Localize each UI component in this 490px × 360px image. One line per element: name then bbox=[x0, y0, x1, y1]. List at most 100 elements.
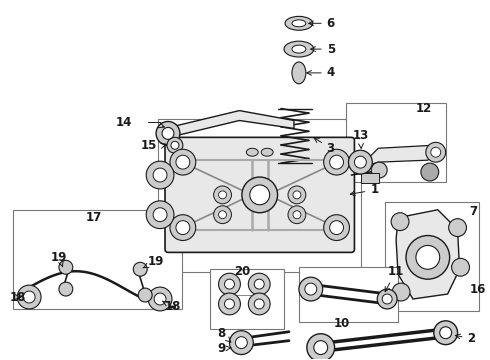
Circle shape bbox=[440, 327, 452, 339]
Circle shape bbox=[248, 293, 270, 315]
Circle shape bbox=[371, 162, 387, 178]
Circle shape bbox=[421, 163, 439, 181]
Ellipse shape bbox=[292, 62, 306, 84]
Circle shape bbox=[434, 321, 458, 345]
Polygon shape bbox=[396, 210, 460, 299]
Circle shape bbox=[377, 289, 397, 309]
Circle shape bbox=[219, 293, 241, 315]
Circle shape bbox=[416, 246, 440, 269]
Circle shape bbox=[305, 283, 317, 295]
Circle shape bbox=[162, 127, 174, 139]
Circle shape bbox=[426, 142, 446, 162]
Circle shape bbox=[250, 185, 270, 205]
Bar bbox=[299, 267, 398, 322]
Circle shape bbox=[138, 288, 152, 302]
Ellipse shape bbox=[284, 41, 314, 57]
Circle shape bbox=[23, 291, 35, 303]
Text: 8: 8 bbox=[218, 327, 231, 342]
Circle shape bbox=[176, 221, 190, 235]
Circle shape bbox=[219, 273, 241, 295]
Text: 19: 19 bbox=[51, 251, 67, 267]
Circle shape bbox=[293, 191, 301, 199]
Circle shape bbox=[452, 258, 469, 276]
Text: 11: 11 bbox=[385, 265, 404, 292]
Text: 19: 19 bbox=[143, 255, 165, 268]
Text: 14: 14 bbox=[116, 116, 132, 129]
Text: 16: 16 bbox=[469, 283, 486, 296]
Bar bbox=[362, 173, 379, 183]
Circle shape bbox=[170, 215, 196, 240]
Text: 18: 18 bbox=[162, 301, 181, 314]
Circle shape bbox=[153, 168, 167, 182]
Circle shape bbox=[171, 141, 179, 149]
Text: 6: 6 bbox=[309, 17, 335, 30]
Text: 5: 5 bbox=[311, 42, 335, 55]
Bar bbox=[158, 118, 362, 272]
Text: 12: 12 bbox=[416, 102, 432, 115]
Text: 1: 1 bbox=[350, 183, 378, 197]
Text: 4: 4 bbox=[307, 66, 335, 80]
Circle shape bbox=[224, 299, 234, 309]
Ellipse shape bbox=[285, 16, 313, 30]
Polygon shape bbox=[165, 111, 294, 138]
Circle shape bbox=[59, 260, 73, 274]
Circle shape bbox=[254, 279, 264, 289]
Circle shape bbox=[154, 293, 166, 305]
Text: 15: 15 bbox=[140, 139, 157, 152]
Circle shape bbox=[406, 235, 450, 279]
Circle shape bbox=[229, 331, 253, 355]
Ellipse shape bbox=[261, 148, 273, 156]
Circle shape bbox=[17, 285, 41, 309]
Circle shape bbox=[254, 299, 264, 309]
Circle shape bbox=[324, 149, 349, 175]
Bar bbox=[13, 210, 182, 309]
FancyBboxPatch shape bbox=[165, 138, 354, 252]
Circle shape bbox=[330, 155, 343, 169]
Polygon shape bbox=[358, 145, 438, 168]
Circle shape bbox=[324, 215, 349, 240]
Circle shape bbox=[330, 221, 343, 235]
Circle shape bbox=[293, 211, 301, 219]
Circle shape bbox=[146, 201, 174, 229]
Circle shape bbox=[248, 273, 270, 295]
Circle shape bbox=[449, 219, 466, 237]
Circle shape bbox=[382, 294, 392, 304]
Circle shape bbox=[314, 341, 328, 355]
Circle shape bbox=[167, 138, 183, 153]
Circle shape bbox=[156, 121, 180, 145]
Circle shape bbox=[146, 161, 174, 189]
Circle shape bbox=[299, 277, 323, 301]
Text: 3: 3 bbox=[314, 138, 335, 155]
Bar bbox=[210, 269, 284, 329]
Ellipse shape bbox=[246, 148, 258, 156]
Text: 2: 2 bbox=[455, 332, 476, 345]
Ellipse shape bbox=[292, 20, 306, 27]
Text: 17: 17 bbox=[86, 211, 102, 224]
Text: 9: 9 bbox=[218, 342, 231, 355]
Circle shape bbox=[170, 149, 196, 175]
Circle shape bbox=[288, 186, 306, 204]
Circle shape bbox=[235, 337, 247, 348]
Circle shape bbox=[214, 206, 231, 224]
Circle shape bbox=[148, 287, 172, 311]
Circle shape bbox=[59, 282, 73, 296]
Circle shape bbox=[431, 147, 441, 157]
Circle shape bbox=[219, 191, 226, 199]
Circle shape bbox=[176, 155, 190, 169]
Ellipse shape bbox=[292, 45, 306, 53]
Text: 10: 10 bbox=[334, 317, 350, 330]
Circle shape bbox=[242, 177, 277, 213]
Circle shape bbox=[214, 186, 231, 204]
Text: 7: 7 bbox=[469, 205, 478, 218]
Circle shape bbox=[153, 208, 167, 222]
Text: 18: 18 bbox=[9, 291, 25, 303]
Circle shape bbox=[219, 211, 226, 219]
Circle shape bbox=[354, 156, 367, 168]
Circle shape bbox=[133, 262, 147, 276]
Circle shape bbox=[391, 213, 409, 230]
Text: 13: 13 bbox=[352, 129, 368, 148]
Circle shape bbox=[288, 206, 306, 224]
Circle shape bbox=[392, 283, 410, 301]
Bar bbox=[385, 202, 479, 311]
Bar bbox=[346, 103, 446, 182]
